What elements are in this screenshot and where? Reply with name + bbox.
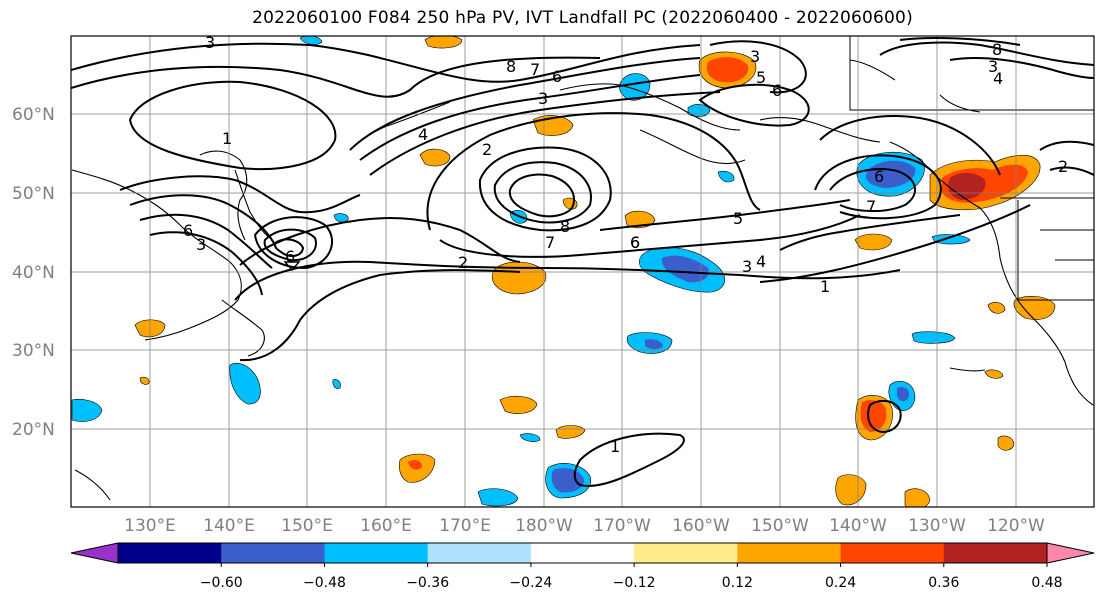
contour-label: 6	[285, 247, 295, 266]
lat-label: 20°N	[12, 420, 55, 440]
low-marker-icon	[283, 261, 301, 272]
colorbar-segment	[737, 543, 842, 563]
colorbar-segment	[840, 543, 945, 563]
contour-label: 5	[756, 68, 766, 87]
longitude-labels: 130°E 140°E 150°E 160°E 170°E 180°W 170°…	[124, 516, 1045, 536]
colorbar-tick-label: 0.36	[928, 575, 959, 591]
colorbar-segment	[634, 543, 738, 563]
contour-label: 1	[610, 437, 620, 456]
lon-label: 170°E	[439, 516, 491, 536]
contour-label: 7	[530, 60, 540, 79]
map-frame	[70, 35, 1095, 508]
colorbar-segment	[943, 543, 1048, 563]
contour-label: 6	[630, 233, 640, 252]
contour-labels: 3 8 7 6 3 1 4 6 2 3 6 6 8 7 6 5 2 3 4 1 …	[183, 33, 1068, 456]
contour-label: 3	[742, 257, 752, 276]
colorbar-frame	[117, 542, 1048, 564]
pc-anomaly-fills	[71, 36, 1056, 507]
lon-label: 130°E	[124, 516, 176, 536]
contour-label: 6	[183, 221, 193, 240]
colorbar-tick-label: −0.12	[613, 575, 656, 591]
contour-label: 2	[1058, 157, 1068, 176]
contour-label: 8	[506, 57, 516, 76]
lon-label: 140°W	[829, 516, 887, 536]
contour-label: 4	[993, 69, 1003, 88]
contour-label: 1	[820, 277, 830, 296]
latitude-labels: 60°N 50°N 40°N 30°N 20°N	[12, 105, 55, 440]
contour-label: 4	[418, 125, 428, 144]
lat-label: 30°N	[12, 341, 55, 361]
colorbar-tick-label: 0.48	[1031, 575, 1062, 591]
lon-label: 180°W	[515, 516, 573, 536]
contour-label: 6	[874, 167, 884, 186]
gridlines	[71, 36, 1094, 507]
contour-label: 6	[552, 67, 562, 86]
lat-label: 40°N	[12, 263, 55, 283]
map-title: 2022060100 F084 250 hPa PV, IVT Landfall…	[252, 8, 913, 28]
contour-label: 3	[538, 89, 548, 108]
colorbar-tick-label: −0.36	[406, 575, 449, 591]
contour-label: 5	[733, 209, 743, 228]
colorbar: −0.60 −0.48 −0.36 −0.24 −0.12 0.12 0.24 0.36 0.4…	[70, 542, 1095, 591]
contour-label: 2	[482, 140, 492, 159]
lon-label: 150°E	[281, 516, 333, 536]
contour-label: 3	[750, 47, 760, 66]
lon-label: 150°W	[751, 516, 809, 536]
colorbar-tick-label: 0.12	[722, 575, 753, 591]
contour-label: 3	[196, 235, 206, 254]
colorbar-segment	[530, 543, 635, 563]
lon-label: 140°E	[203, 516, 255, 536]
colorbar-tick-label: −0.60	[200, 575, 243, 591]
lon-label: 160°E	[360, 516, 412, 536]
lon-label: 120°W	[987, 516, 1045, 536]
contour-label: 2	[458, 253, 468, 272]
lon-label: 170°W	[593, 516, 651, 536]
colorbar-segment	[118, 543, 222, 563]
colorbar-tick-label: 0.24	[825, 575, 856, 591]
colorbar-segment	[221, 543, 325, 563]
contour-label: 6	[630, 233, 640, 252]
contour-label: 3	[988, 57, 998, 76]
contour-label: 8	[992, 40, 1002, 59]
colorbar-tick-label: −0.48	[303, 575, 346, 591]
contour-label: 4	[756, 252, 766, 271]
lat-label: 60°N	[12, 105, 55, 125]
contour-label: 6	[772, 81, 782, 100]
lon-label: 130°W	[908, 516, 966, 536]
lon-label: 160°W	[672, 516, 730, 536]
contour-label: 7	[545, 233, 555, 252]
contour-label: 1	[222, 129, 232, 148]
contour-label: 3	[205, 33, 215, 52]
colorbar-segment	[1047, 543, 1094, 563]
pv-contours	[71, 36, 1094, 487]
colorbar-segment	[427, 543, 532, 563]
contour-label: 7	[866, 197, 876, 216]
contour-label: 8	[560, 217, 570, 236]
colorbar-segments	[71, 543, 1094, 563]
colorbar-tick-label: −0.24	[509, 575, 552, 591]
colorbar-ticks: −0.60 −0.48 −0.36 −0.24 −0.12 0.12 0.24 0.36 0.4…	[200, 563, 1063, 591]
lat-label: 50°N	[12, 184, 55, 204]
colorbar-segment	[324, 543, 429, 563]
colorbar-segment	[71, 543, 118, 563]
